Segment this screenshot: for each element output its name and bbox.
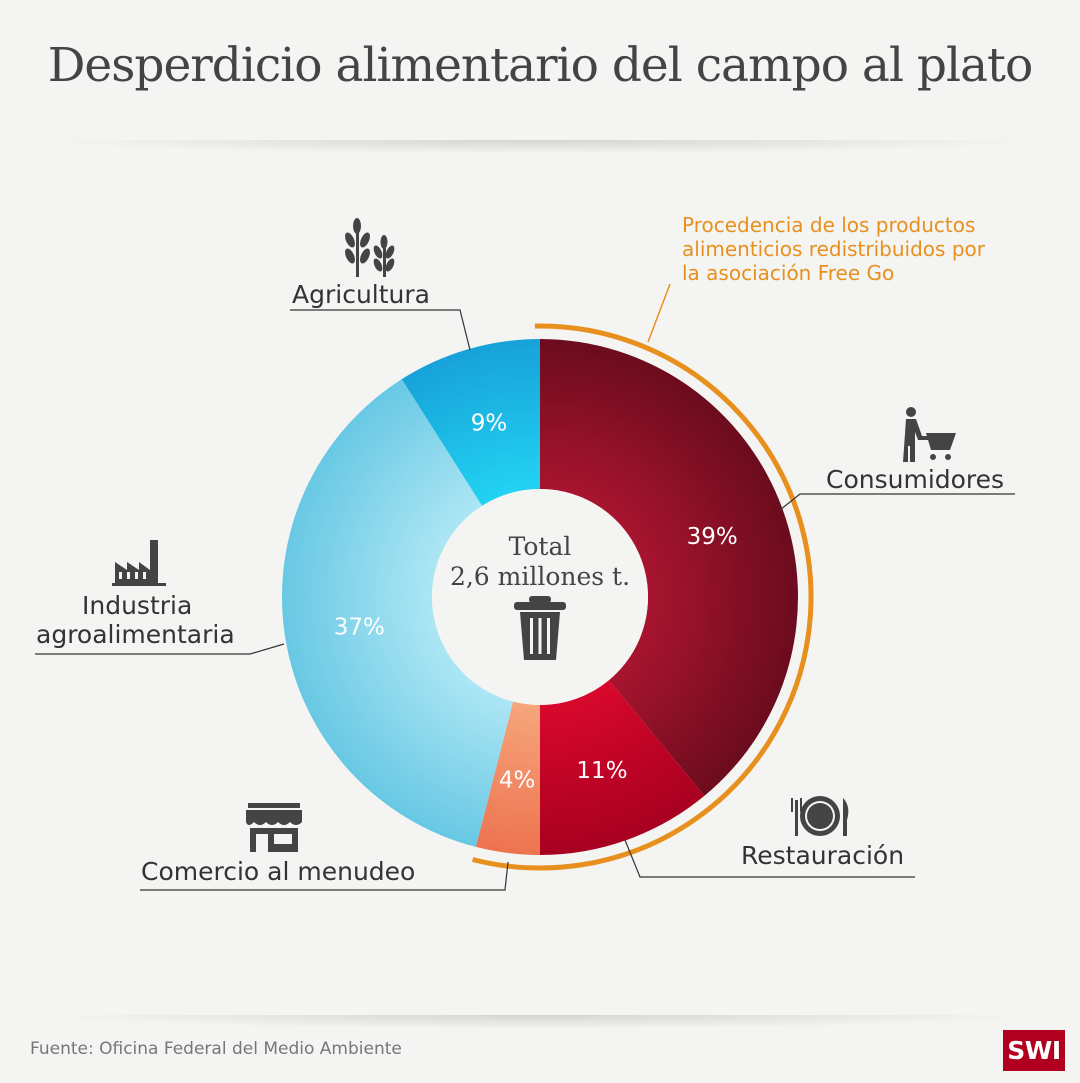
slice-agricultura: [401, 339, 540, 506]
label-consumidores: Consumidores: [826, 465, 1005, 494]
swi-logo: SWI: [1003, 1030, 1065, 1071]
plate-cutlery-icon: [791, 796, 849, 836]
note-line: Procedencia de los productos: [682, 213, 976, 237]
divider: [40, 140, 1040, 154]
label-agricultura: Agricultura: [292, 280, 430, 309]
shopping-cart-person-icon: [903, 407, 956, 462]
slice-industria-agroalimentaria: [281, 379, 514, 847]
page-title: Desperdicio alimentario del campo al pla…: [47, 38, 1034, 93]
leader-lines: [35, 309, 1015, 891]
wheat-icon: [345, 218, 395, 277]
percent-label: 11%: [576, 758, 627, 784]
factory-icon: [112, 540, 166, 586]
storefront-icon: [246, 803, 302, 852]
trash-icon: [514, 596, 566, 660]
label-restauracion: Restauración: [741, 841, 905, 870]
slice-consumidores: [540, 339, 798, 796]
highlight-note: Procedencia de los productos alimenticio…: [682, 213, 985, 285]
label-industria-line2: agroalimentaria: [36, 620, 235, 649]
note-leader-line: [647, 283, 671, 343]
percent-label: 37%: [334, 615, 385, 641]
slice-comercio-al-menudeo: [475, 701, 540, 855]
percent-label: 39%: [687, 524, 738, 550]
label-industria-line1: Industria: [82, 591, 193, 620]
percent-label: 9%: [471, 410, 508, 436]
note-line: alimenticios redistribuidos por: [682, 237, 985, 261]
label-comercio: Comercio al menudeo: [141, 857, 416, 886]
slice-restauraci-n: [540, 680, 705, 855]
highlight-arc: [471, 323, 814, 871]
divider: [40, 1015, 1040, 1029]
center-total-label: Total: [509, 532, 572, 561]
percent-label: 4%: [499, 768, 536, 794]
center-total-value: 2,6 millones t.: [450, 562, 630, 591]
note-line: la asociación Free Go: [682, 261, 895, 285]
source-note: Fuente: Oficina Federal del Medio Ambien…: [30, 1039, 402, 1059]
